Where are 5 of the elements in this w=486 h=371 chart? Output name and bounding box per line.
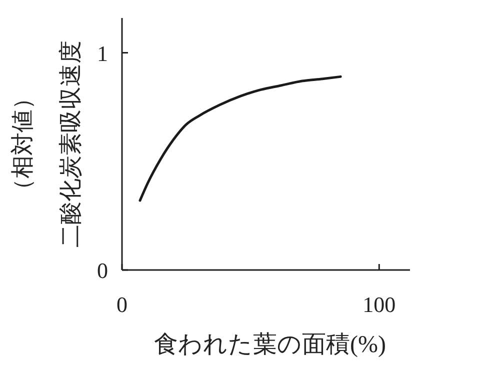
y-tick-label: 1 [97,40,108,66]
y-axis-title: 二酸化炭素吸収速度（相対値） [10,40,83,248]
x-tick-label: 100 [362,292,396,317]
line-series [138,75,342,202]
x-axis-title: 食われた葉の面積(%) [154,332,386,358]
